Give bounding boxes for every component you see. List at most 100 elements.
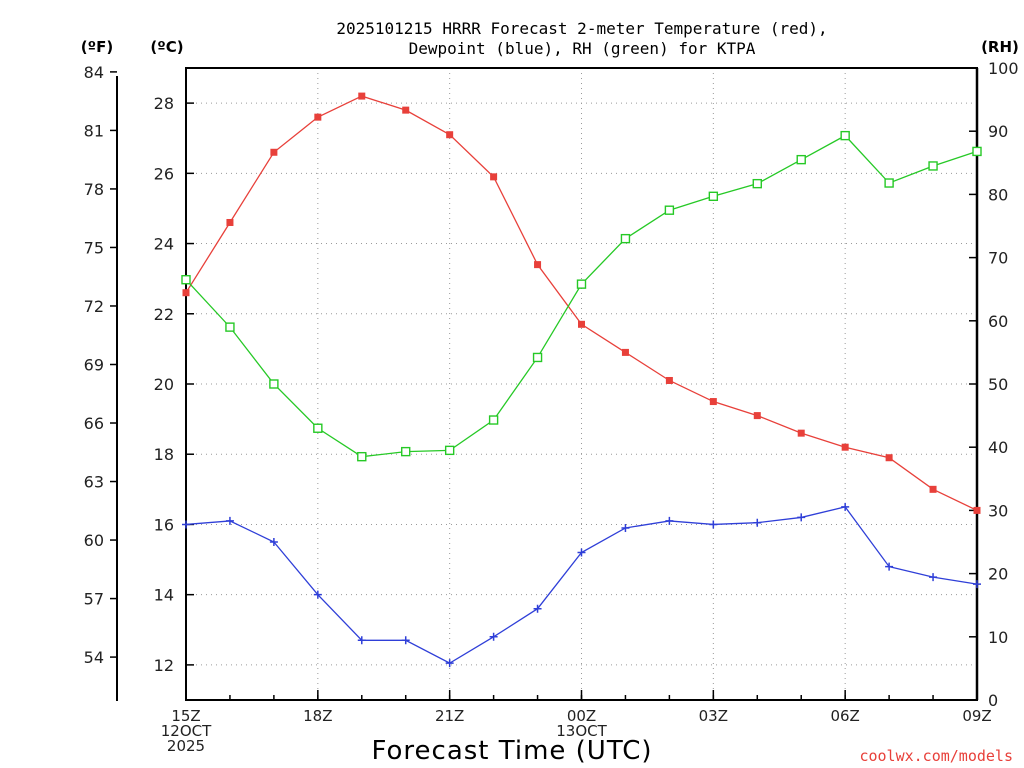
temperature-point: [973, 506, 981, 514]
fahrenheit-tick-label: 69: [84, 355, 104, 374]
celsius-tick-label: 18: [154, 445, 174, 464]
temperature-point: [841, 443, 849, 451]
rh-point: [664, 205, 675, 215]
dewpoint-point: [929, 573, 938, 582]
series-temperature: [182, 92, 981, 514]
temperature-point: [358, 92, 366, 100]
rh-point: [313, 423, 323, 433]
temperature-point: [665, 376, 673, 384]
temperature-point: [709, 398, 717, 406]
fahrenheit-tick-label: 81: [84, 121, 104, 140]
rh-point: [357, 451, 367, 462]
dewpoint-point: [357, 636, 366, 645]
dewpoint-point: [665, 516, 674, 525]
dewpoint-point: [709, 520, 718, 529]
celsius-tick-label: 14: [154, 586, 174, 605]
rh-point: [972, 146, 982, 157]
rh-axis: 0 10 20 30 40 50 60 70 80 90 100: [969, 59, 1019, 710]
time-tick-label: 2025: [167, 737, 205, 755]
chart-title-line-2: Dewpoint (blue), RH (green) for KTPA: [409, 39, 756, 58]
series-relative-humidity: [181, 130, 982, 462]
dewpoint-point: [973, 580, 981, 589]
celsius-tick-label: 12: [154, 656, 174, 675]
temperature-point: [182, 289, 190, 297]
rh-tick-label: 60: [988, 312, 1008, 331]
time-tick-label: 12OCT: [161, 722, 212, 740]
time-tick-label: 09Z: [962, 707, 991, 725]
time-tick-label: 21Z: [435, 707, 464, 725]
fahrenheit-unit-label: (ºF): [81, 38, 113, 56]
rh-point: [752, 178, 762, 189]
fahrenheit-tick-label: 72: [84, 297, 104, 316]
rh-tick-label: 80: [988, 185, 1008, 204]
dewpoint-point: [225, 516, 234, 525]
rh-point: [884, 178, 894, 188]
celsius-tick-label: 22: [154, 305, 174, 324]
dewpoint-point: [313, 590, 322, 599]
celsius-tick-label: 20: [154, 375, 174, 394]
time-tick-label: 06Z: [830, 707, 859, 725]
dewpoint-point: [269, 538, 278, 546]
dewpoint-point: [885, 562, 894, 571]
rh-tick-label: 0: [988, 691, 998, 710]
dewpoint-point: [577, 548, 586, 557]
temperature-point: [314, 113, 322, 121]
fahrenheit-tick-label: 78: [84, 180, 104, 199]
time-tick-label: 00Z: [567, 707, 596, 725]
fahrenheit-tick-label: 75: [84, 238, 104, 257]
fahrenheit-tick-label: 57: [84, 590, 104, 609]
rh-tick-label: 50: [988, 375, 1008, 394]
site-credit: coolwx.com/models: [859, 747, 1013, 765]
temperature-point: [621, 348, 629, 356]
time-tick-label: 13OCT: [556, 722, 607, 740]
rh-tick-label: 40: [988, 438, 1008, 457]
dewpoint-point: [489, 632, 498, 641]
temperature-point: [578, 320, 585, 328]
gridlines: [185, 68, 978, 700]
celsius-axis: 12 14 16 18 20 22 24 26 28: [154, 94, 194, 675]
celsius-tick-label: 28: [154, 94, 174, 113]
dewpoint-point: [753, 518, 762, 527]
rh-tick-label: 100: [988, 59, 1019, 78]
series-line: [185, 506, 978, 664]
dewpoint-point: [401, 636, 410, 645]
rh-point: [576, 279, 587, 289]
fahrenheit-tick-label: 66: [84, 414, 104, 433]
temperature-point: [446, 131, 454, 139]
rh-point: [269, 379, 279, 389]
rh-tick-label: 70: [988, 249, 1008, 268]
rh-unit-label: (RH): [981, 38, 1019, 56]
temperature-point: [753, 412, 761, 420]
dewpoint-point: [533, 604, 542, 613]
temperature-point: [534, 261, 542, 269]
dewpoint-point: [445, 659, 454, 668]
rh-point: [401, 446, 411, 457]
rh-point: [928, 161, 938, 171]
rh-point: [532, 352, 543, 363]
temperature-point: [929, 485, 937, 493]
fahrenheit-tick-label: 84: [84, 63, 104, 82]
temperature-point: [226, 218, 234, 226]
rh-tick-label: 20: [988, 565, 1008, 584]
fahrenheit-tick-label: 54: [84, 648, 104, 667]
rh-point: [840, 130, 850, 141]
dewpoint-point: [621, 523, 630, 532]
rh-tick-label: 10: [988, 628, 1008, 647]
fahrenheit-axis: 54 57 60 63 66 69 72 75 78 81 84: [84, 63, 117, 667]
temperature-point: [797, 429, 805, 437]
time-tick-label: 18Z: [303, 707, 332, 725]
rh-tick-label: 30: [988, 501, 1008, 520]
temperature-point: [402, 106, 410, 114]
celsius-unit-label: (ºC): [150, 38, 183, 56]
chart-title-line-1: 2025101215 HRRR Forecast 2-meter Tempera…: [336, 19, 827, 38]
rh-point: [620, 233, 631, 244]
time-tick-label: 15Z: [171, 707, 200, 725]
series-layer: [181, 92, 982, 668]
fahrenheit-tick-label: 63: [84, 473, 104, 492]
temperature-point: [270, 148, 278, 156]
rh-tick-label: 90: [988, 122, 1008, 141]
temperature-point: [490, 173, 498, 181]
fahrenheit-tick-label: 60: [84, 531, 104, 550]
rh-point: [444, 445, 455, 456]
